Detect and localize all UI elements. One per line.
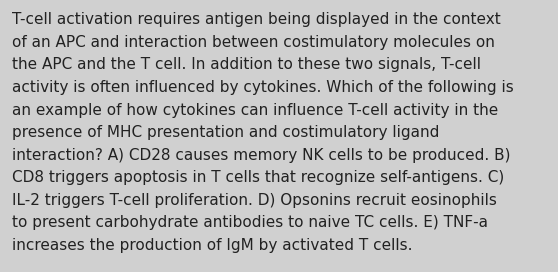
Text: presence of MHC presentation and costimulatory ligand: presence of MHC presentation and costimu… bbox=[12, 125, 440, 140]
Text: the APC and the T cell. In addition to these two signals, T-cell: the APC and the T cell. In addition to t… bbox=[12, 57, 482, 72]
Text: interaction? A) CD28 causes memory NK cells to be produced. B): interaction? A) CD28 causes memory NK ce… bbox=[12, 148, 511, 163]
Text: CD8 triggers apoptosis in T cells that recognize self-antigens. C): CD8 triggers apoptosis in T cells that r… bbox=[12, 170, 504, 185]
Text: of an APC and interaction between costimulatory molecules on: of an APC and interaction between costim… bbox=[12, 35, 495, 50]
Text: T-cell activation requires antigen being displayed in the context: T-cell activation requires antigen being… bbox=[12, 12, 501, 27]
Text: IL-2 triggers T-cell proliferation. D) Opsonins recruit eosinophils: IL-2 triggers T-cell proliferation. D) O… bbox=[12, 193, 497, 208]
Text: increases the production of IgM by activated T cells.: increases the production of IgM by activ… bbox=[12, 238, 413, 253]
Text: an example of how cytokines can influence T-cell activity in the: an example of how cytokines can influenc… bbox=[12, 103, 498, 118]
Text: to present carbohydrate antibodies to naive TC cells. E) TNF-a: to present carbohydrate antibodies to na… bbox=[12, 215, 488, 230]
Text: activity is often influenced by cytokines. Which of the following is: activity is often influenced by cytokine… bbox=[12, 80, 514, 95]
